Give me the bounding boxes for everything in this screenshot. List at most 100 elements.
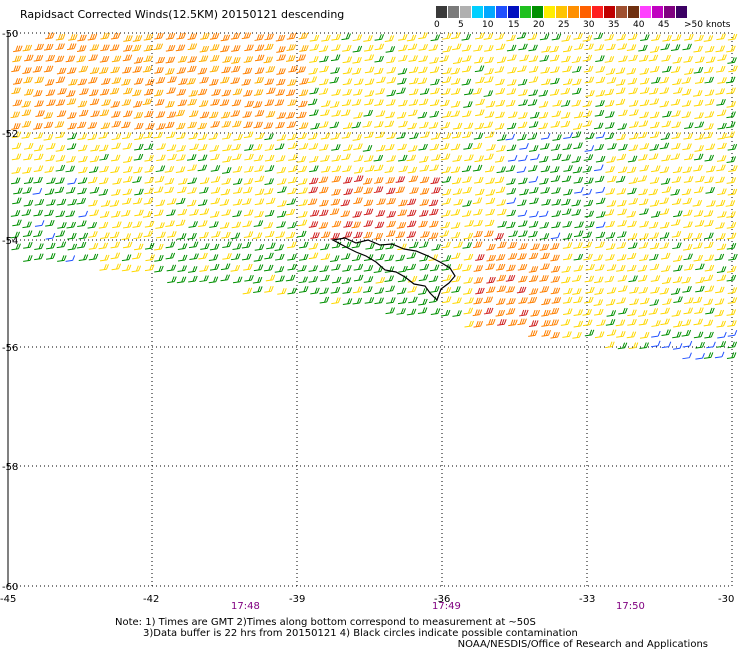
lon-tick-label: -45 bbox=[0, 594, 16, 605]
wind-barb bbox=[142, 65, 153, 73]
wind-barb bbox=[131, 44, 142, 52]
wind-barb bbox=[55, 145, 66, 152]
wind-barb bbox=[10, 210, 21, 217]
wind-barb bbox=[508, 230, 518, 238]
wind-barb bbox=[704, 76, 714, 84]
wind-barb bbox=[529, 197, 539, 205]
wind-barb bbox=[517, 121, 528, 129]
wind-barb bbox=[684, 263, 694, 271]
wind-barb bbox=[484, 153, 494, 161]
wind-barb bbox=[573, 111, 584, 119]
wind-barb bbox=[406, 263, 417, 271]
wind-barb bbox=[342, 177, 353, 184]
wind-barb bbox=[166, 198, 177, 205]
wind-barb bbox=[464, 154, 474, 162]
wind-barb bbox=[550, 254, 560, 262]
wind-barb bbox=[296, 156, 307, 163]
wind-barb bbox=[99, 144, 109, 152]
wind-barb bbox=[484, 68, 494, 75]
wind-barb bbox=[144, 78, 155, 86]
wind-barb bbox=[33, 123, 43, 130]
wind-barb bbox=[409, 88, 419, 96]
wind-barb bbox=[285, 55, 296, 62]
colorbar-swatch bbox=[568, 6, 580, 18]
wind-barb bbox=[572, 166, 583, 174]
wind-barb bbox=[538, 111, 549, 119]
wind-barb bbox=[197, 164, 208, 172]
wind-barb bbox=[506, 187, 517, 195]
wind-barb bbox=[89, 155, 100, 163]
lon-tick-label: -33 bbox=[579, 594, 595, 605]
south-georgia-coastline bbox=[331, 237, 456, 302]
wind-barb bbox=[175, 219, 186, 227]
wind-barb bbox=[540, 132, 551, 140]
wind-barb bbox=[189, 253, 199, 261]
wind-barb bbox=[550, 232, 561, 240]
wind-barb bbox=[154, 243, 164, 251]
wind-barb bbox=[495, 78, 505, 86]
wind-barb bbox=[550, 144, 561, 151]
wind-barb bbox=[110, 101, 121, 108]
wind-barb bbox=[243, 263, 253, 271]
wind-barb bbox=[46, 142, 56, 150]
wind-barb bbox=[65, 165, 75, 173]
wind-barb bbox=[517, 210, 528, 217]
wind-barb bbox=[154, 265, 164, 273]
wind-barb bbox=[175, 109, 185, 117]
wind-barb bbox=[681, 329, 692, 337]
wind-barb bbox=[155, 222, 165, 229]
colorbar-label: 0 bbox=[434, 20, 440, 30]
wind-barb bbox=[308, 177, 319, 185]
wind-barb bbox=[672, 276, 683, 284]
wind-barb bbox=[197, 154, 208, 162]
wind-barb bbox=[364, 131, 374, 139]
wind-barb bbox=[154, 32, 164, 40]
lat-tick-label: -58 bbox=[2, 462, 18, 473]
colorbar-label: 10 bbox=[482, 20, 494, 30]
wind-barb bbox=[156, 154, 166, 162]
wind-barb bbox=[518, 112, 528, 119]
wind-barb bbox=[208, 133, 219, 140]
wind-barb bbox=[561, 198, 571, 206]
wind-barb bbox=[210, 187, 221, 194]
wind-barb bbox=[252, 232, 263, 240]
wind-barb bbox=[507, 253, 518, 260]
wind-barb bbox=[276, 221, 286, 228]
wind-barb bbox=[605, 188, 616, 195]
wind-barb bbox=[673, 264, 683, 272]
wind-barb bbox=[264, 165, 275, 172]
wind-barb bbox=[330, 67, 340, 74]
wind-barb bbox=[705, 143, 716, 151]
wind-barb bbox=[241, 241, 252, 249]
wind-barb bbox=[573, 320, 584, 328]
wind-barb bbox=[285, 208, 296, 216]
wind-barb bbox=[693, 242, 703, 250]
wind-barb bbox=[494, 33, 505, 41]
wind-barb bbox=[473, 297, 483, 305]
wind-barb bbox=[494, 123, 505, 130]
wind-barb bbox=[44, 79, 55, 86]
wind-barb bbox=[541, 45, 551, 53]
wind-barb bbox=[539, 233, 550, 240]
wind-barb bbox=[463, 232, 474, 240]
wind-barb bbox=[605, 166, 615, 173]
wind-barb bbox=[431, 187, 441, 194]
wind-barb bbox=[418, 274, 429, 282]
wind-barb bbox=[618, 55, 628, 63]
wind-barb bbox=[45, 54, 56, 62]
wind-barb bbox=[649, 232, 660, 240]
wind-barb bbox=[682, 286, 692, 293]
wind-barb bbox=[473, 44, 483, 52]
wind-barb bbox=[693, 66, 704, 74]
wind-barb bbox=[286, 44, 297, 51]
wind-barb bbox=[560, 319, 571, 326]
wind-barb bbox=[540, 252, 550, 260]
wind-barb bbox=[11, 123, 21, 130]
wind-barb bbox=[122, 176, 133, 183]
wind-barb bbox=[484, 45, 494, 52]
colorbar-swatch bbox=[532, 6, 544, 18]
wind-barb bbox=[210, 176, 221, 183]
wind-barb bbox=[386, 187, 396, 195]
wind-barb bbox=[198, 144, 208, 151]
wind-barb bbox=[244, 144, 254, 151]
